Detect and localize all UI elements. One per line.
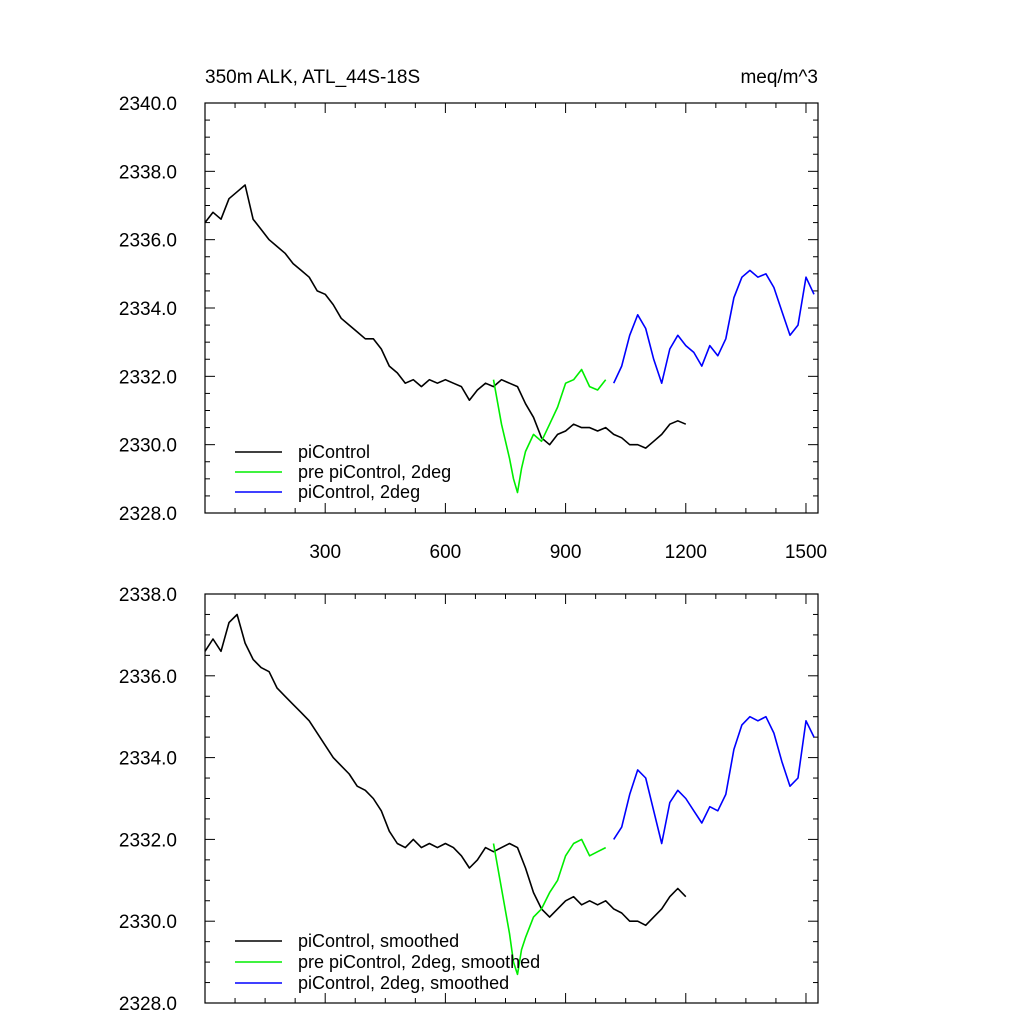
x-tick-label: 1500: [785, 542, 827, 563]
x-tick-label: 900: [550, 542, 582, 563]
series-line-0: [204, 613, 687, 927]
units-label: meq/m^3: [740, 67, 818, 88]
y-tick-label: 2334.0: [119, 299, 177, 320]
top-panel: 350m ALK, ATL_44S-18S meq/m^3 2328.0 2330…: [119, 67, 827, 563]
y-tick-label: 2334.0: [119, 749, 177, 770]
y-tick-label: 2332.0: [119, 367, 177, 388]
legend-label: pre piControl, 2deg, smoothed: [298, 952, 540, 972]
legend-label: pre piControl, 2deg: [298, 462, 451, 482]
series-line-0: [204, 184, 687, 449]
series-line-1: [492, 838, 607, 976]
legend-label: piControl, smoothed: [298, 931, 459, 951]
series-line-2: [612, 269, 815, 385]
y-tick-label: 2338.0: [119, 585, 177, 606]
plot-frame: [204, 593, 819, 1004]
legend-label: piControl, 2deg, smoothed: [298, 973, 509, 993]
y-tick-label: 2328.0: [119, 504, 177, 525]
series-line-2: [613, 715, 815, 845]
y-tick-label: 2338.0: [119, 162, 177, 183]
x-tick-label: 600: [430, 542, 462, 563]
y-tick-label: 2332.0: [119, 830, 177, 851]
bottom-panel: 2328.0 2330.0 2332.0 2334.0 2336.0 2338.0 piCo…: [119, 585, 819, 1015]
chart-title: 350m ALK, ATL_44S-18S: [205, 67, 420, 88]
y-tick-label: 2330.0: [119, 436, 177, 457]
y-tick-label: 2336.0: [119, 667, 177, 688]
y-tick-label: 2336.0: [119, 231, 177, 252]
x-tick-label: 300: [309, 542, 341, 563]
legend-label: piControl, 2deg: [298, 482, 420, 502]
plot-frame: [204, 102, 819, 514]
legend-label: piControl: [298, 442, 370, 462]
y-tick-label: 2328.0: [119, 994, 177, 1015]
y-tick-label: 2330.0: [119, 912, 177, 933]
series-line-1: [492, 368, 607, 494]
y-tick-label: 2340.0: [119, 94, 177, 115]
x-tick-label: 1200: [665, 542, 707, 563]
